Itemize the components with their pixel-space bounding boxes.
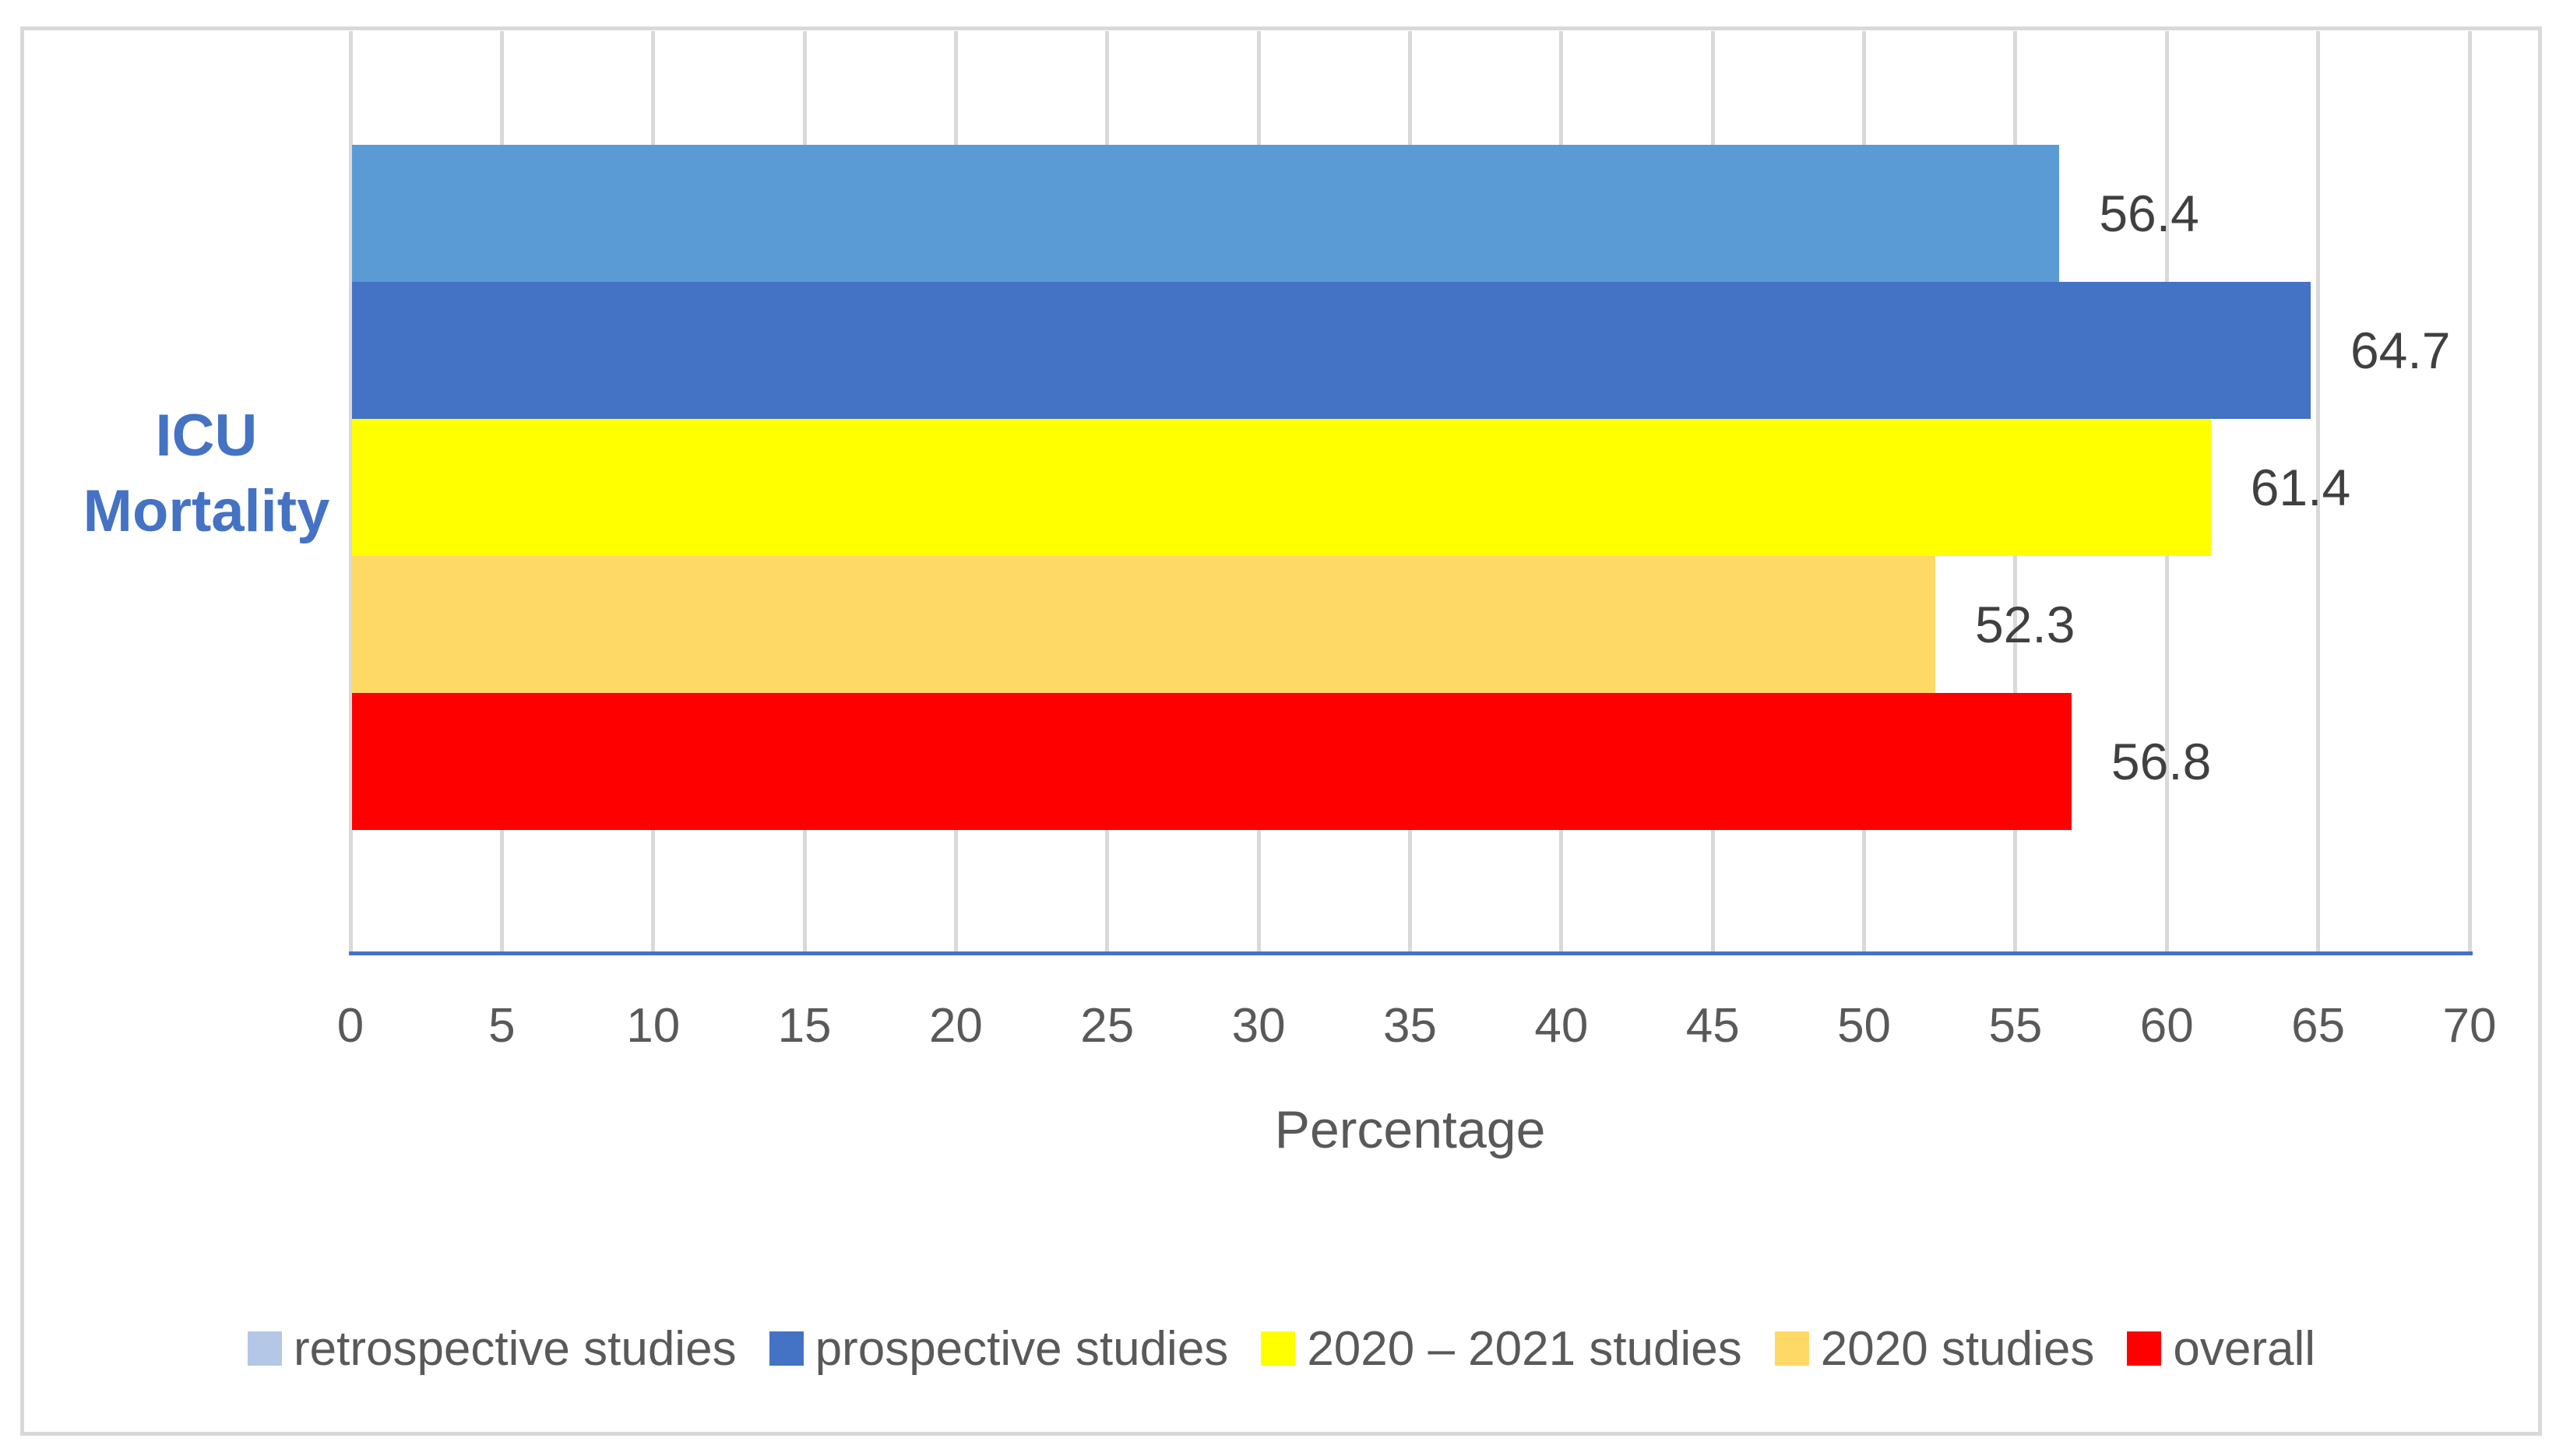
legend-label-2020-studies: 2020 studies [1820,1321,2095,1376]
legend-swatch-2020-studies [1774,1331,1809,1366]
x-tick-label-0: 0 [336,999,364,1053]
x-tick-label-25: 25 [1080,999,1135,1053]
gridline-0 [348,31,353,953]
bar-prospective-studies [352,282,2311,419]
bar-retrospective-studies [352,145,2060,282]
x-tick-label-45: 45 [1685,999,1740,1053]
x-tick-label-60: 60 [2139,999,2194,1053]
legend-item-2020-studies: 2020 studies [1774,1321,2095,1377]
x-tick-label-10: 10 [626,999,681,1053]
category-label-line1: ICU [155,403,258,469]
bar-value-label-retrospective-studies: 56.4 [2099,185,2199,242]
bar-2020-studies [352,556,1935,693]
plot-area: 56.4 64.7 61.4 52.3 56.8 [348,31,2472,953]
legend-item-2020-2021-studies: 2020 – 2021 studies [1261,1321,1742,1377]
legend-label-2020-2021-studies: 2020 – 2021 studies [1307,1321,1742,1376]
category-axis-label: ICU Mortality [43,399,370,549]
category-label-line2: Mortality [83,477,330,544]
x-tick-label-30: 30 [1231,999,1286,1053]
legend-swatch-retrospective-studies [247,1331,282,1366]
bar-value-label-2020-studies: 52.3 [1974,596,2075,653]
legend-label-prospective-studies: prospective studies [815,1321,1229,1376]
x-tick-label-55: 55 [1988,999,2043,1053]
legend-swatch-overall [2127,1331,2162,1366]
bar-value-label-overall: 56.8 [2111,733,2212,790]
legend-item-overall: overall [2127,1321,2315,1377]
legend: retrospective studies prospective studies… [0,1317,2563,1380]
x-tick-label-40: 40 [1534,999,1589,1053]
x-tick-label-50: 50 [1837,999,1892,1053]
bar-value-label-2020-2021-studies: 61.4 [2250,459,2351,516]
legend-swatch-prospective-studies [769,1331,804,1366]
x-axis-title: Percentage [1274,1100,1546,1159]
legend-label-overall: overall [2173,1321,2316,1376]
x-tick-label-15: 15 [777,999,832,1053]
bar-value-label-prospective-studies: 64.7 [2350,322,2451,379]
x-tick-label-70: 70 [2442,999,2497,1053]
x-axis-baseline [349,951,2473,955]
bar-2020-2021-studies [352,419,2211,556]
x-tick-label-20: 20 [928,999,983,1053]
legend-label-retrospective-studies: retrospective studies [293,1321,737,1376]
legend-item-prospective-studies: prospective studies [769,1321,1229,1377]
bar-overall [352,693,2072,830]
x-tick-label-5: 5 [488,999,516,1053]
legend-swatch-2020-2021-studies [1261,1331,1296,1366]
gridline-70 [2467,31,2472,953]
legend-item-retrospective-studies: retrospective studies [247,1321,737,1377]
x-tick-label-65: 65 [2291,999,2346,1053]
x-tick-label-35: 35 [1383,999,1437,1053]
gridline-65 [2316,31,2321,953]
